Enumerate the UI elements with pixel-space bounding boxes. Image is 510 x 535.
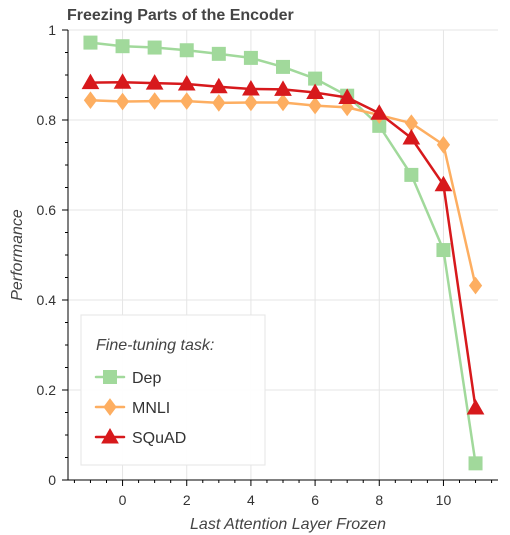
squad-point bbox=[434, 175, 453, 192]
y-tick-label: 0.2 bbox=[37, 382, 57, 398]
y-tick-label: 0.8 bbox=[37, 112, 57, 128]
legend-item-dep: Dep bbox=[94, 370, 161, 387]
mnli-point bbox=[244, 93, 258, 112]
y-tick-label: 0.6 bbox=[37, 202, 57, 218]
y-tick-label: 0.4 bbox=[37, 292, 57, 308]
x-axis-label: Last Attention Layer Frozen bbox=[190, 516, 386, 533]
dep-legend-marker bbox=[103, 370, 117, 384]
x-tick-label: 0 bbox=[119, 492, 127, 508]
axis-layer: 00.20.40.60.810 2 4 6 8 10 bbox=[37, 22, 498, 508]
y-tick-label: 0 bbox=[48, 472, 56, 488]
mnli-point bbox=[180, 92, 194, 110]
squad-point bbox=[209, 77, 228, 94]
legend-item-squad: SQuAD bbox=[94, 427, 186, 447]
mnli-point bbox=[212, 94, 226, 112]
squad-point bbox=[402, 128, 421, 145]
squad-point bbox=[338, 88, 357, 104]
squad-point bbox=[370, 104, 389, 120]
mnli-point bbox=[468, 276, 483, 295]
series-squad bbox=[81, 73, 485, 415]
dep-point bbox=[179, 43, 194, 58]
dep-point bbox=[147, 40, 162, 55]
dep-point bbox=[211, 46, 226, 61]
dep-point bbox=[404, 167, 419, 182]
mnli-point bbox=[83, 91, 98, 110]
dep-legend-label: Dep bbox=[132, 370, 161, 387]
dep-point bbox=[468, 456, 483, 471]
squad-point bbox=[242, 79, 260, 96]
y-tick-label: 1 bbox=[48, 22, 56, 38]
mnli-point bbox=[276, 93, 290, 112]
x-tick-label: 6 bbox=[311, 492, 319, 508]
x-tick-label: 8 bbox=[375, 492, 383, 508]
legend: Fine-tuning task: Dep MNLI SQuAD bbox=[80, 314, 266, 466]
mnli-legend-label: MNLI bbox=[132, 400, 170, 417]
chart-title: Freezing Parts of the Encoder bbox=[67, 7, 294, 24]
mnli-point bbox=[436, 135, 451, 154]
mnli-point bbox=[115, 92, 130, 111]
mnli-point bbox=[308, 96, 322, 115]
squad-point bbox=[113, 73, 132, 89]
dep-point bbox=[308, 71, 323, 86]
squad-point bbox=[177, 74, 196, 91]
dep-point bbox=[436, 243, 451, 258]
squad-legend-label: SQuAD bbox=[132, 430, 186, 447]
dep-point bbox=[83, 35, 98, 50]
series-layer bbox=[81, 35, 485, 471]
legend-title: Fine-tuning task: bbox=[96, 337, 214, 354]
dep-point bbox=[115, 39, 130, 54]
mnli-point bbox=[148, 92, 162, 110]
legend-box bbox=[80, 314, 266, 466]
squad-point bbox=[306, 83, 324, 100]
mnli-point bbox=[404, 114, 418, 132]
squad-point bbox=[274, 80, 292, 96]
x-tick-label: 2 bbox=[183, 492, 191, 508]
y-axis-label: Performance bbox=[9, 209, 26, 301]
x-tick-label: 10 bbox=[436, 492, 452, 508]
squad-point bbox=[145, 74, 164, 90]
dep-point bbox=[243, 50, 258, 65]
legend-items: Dep MNLI SQuAD bbox=[94, 370, 186, 447]
squad-legend-marker bbox=[101, 427, 119, 444]
legend-item-mnli: MNLI bbox=[94, 398, 170, 417]
squad-point bbox=[466, 398, 485, 415]
squad-point bbox=[81, 73, 100, 90]
x-tick-label: 4 bbox=[247, 492, 255, 508]
series-mnli bbox=[83, 91, 483, 295]
mnli-legend-marker bbox=[103, 398, 117, 416]
dep-point bbox=[276, 59, 290, 74]
